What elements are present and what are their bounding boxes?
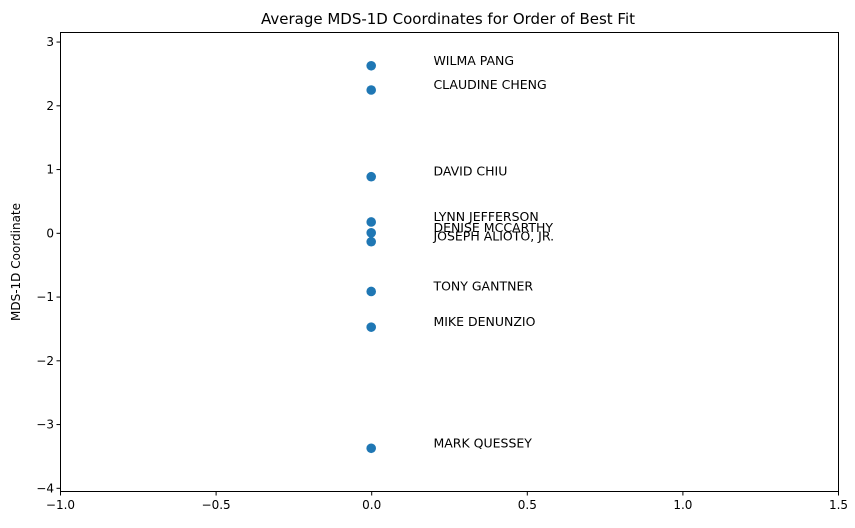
point-label: DENISE MCCARTHY — [433, 220, 553, 235]
y-tick-label: 1 — [46, 163, 54, 177]
data-point — [366, 217, 377, 227]
data-point — [366, 286, 377, 297]
x-tick-label: 1.5 — [829, 498, 848, 512]
data-point — [366, 236, 377, 247]
chart-title: Average MDS-1D Coordinates for Order of … — [261, 10, 635, 28]
y-tick-label: 0 — [46, 226, 54, 240]
y-axis-label: MDS-1D Coordinate — [9, 203, 23, 321]
plot-area: WILMA PANG CLAUDINE CHENG DAVID CHIU LYNN J… — [366, 53, 554, 454]
x-tick-label: 1.0 — [673, 498, 692, 512]
point-label: LYNN JEFFERSON — [433, 209, 538, 224]
y-tick-label: −3 — [36, 418, 54, 432]
y-tick-label: 3 — [46, 35, 54, 49]
point-label: MIKE DENUNZIO — [433, 314, 535, 329]
data-point — [366, 171, 377, 182]
point-label: TONY GANTNER — [432, 278, 533, 293]
data-point — [366, 228, 377, 238]
x-tick-label: −0.5 — [202, 498, 231, 512]
point-label: MARK QUESSEY — [433, 435, 532, 450]
x-tick-label: −1.0 — [46, 498, 75, 512]
axes-frame — [60, 32, 839, 492]
x-tick-label: 0.5 — [518, 498, 537, 512]
axis-ticks: −1.0 −0.5 0.0 0.5 1.0 1.5 −4 −3 −2 −1 0 1 2 3 — [36, 35, 848, 512]
x-tick-label: 0.0 — [362, 498, 381, 512]
y-tick-label: −4 — [36, 481, 54, 495]
point-label: CLAUDINE CHENG — [433, 77, 546, 92]
point-label: DAVID CHIU — [433, 164, 507, 179]
data-point — [366, 60, 377, 71]
data-point — [366, 322, 377, 332]
data-point — [366, 85, 377, 95]
data-point — [366, 443, 377, 454]
y-tick-label: −1 — [36, 290, 54, 304]
y-tick-label: −2 — [36, 354, 54, 368]
point-label: JOSEPH ALIOTO, JR. — [432, 229, 554, 244]
point-label: WILMA PANG — [433, 53, 514, 68]
y-tick-label: 2 — [46, 99, 54, 113]
